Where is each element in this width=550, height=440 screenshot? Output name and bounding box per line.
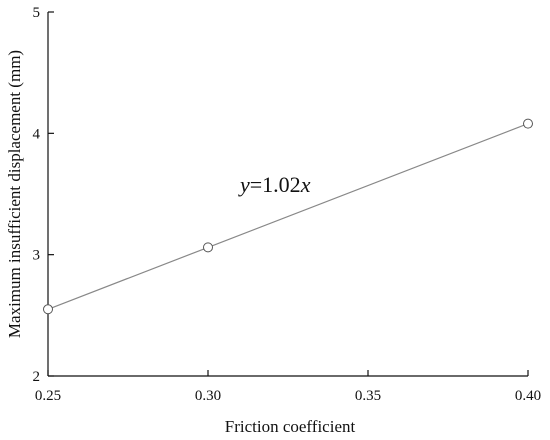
data-point xyxy=(523,118,533,129)
x-ticks: 0.25 0.30 0.35 0.40 xyxy=(35,370,541,404)
y-tick-label: 4 xyxy=(33,126,41,142)
data-point xyxy=(203,242,213,253)
y-tick-label: 3 xyxy=(33,248,41,264)
data-point xyxy=(43,304,53,315)
x-tick-label: 0.40 xyxy=(515,388,541,404)
y-ticks: 2 3 4 5 xyxy=(33,5,54,385)
series xyxy=(43,118,533,315)
y-tick-label: 2 xyxy=(33,369,41,385)
y-axis-label: Maximum insufficient displacement (mm) xyxy=(5,50,24,338)
y-tick-label: 5 xyxy=(33,5,41,21)
equation-annotation: y=1.02x xyxy=(238,172,311,197)
x-tick-label: 0.25 xyxy=(35,388,61,404)
x-tick-label: 0.35 xyxy=(355,388,381,404)
x-axis-label: Friction coefficient xyxy=(225,417,356,436)
x-tick-label: 0.30 xyxy=(195,388,221,404)
series-line xyxy=(47,123,529,310)
